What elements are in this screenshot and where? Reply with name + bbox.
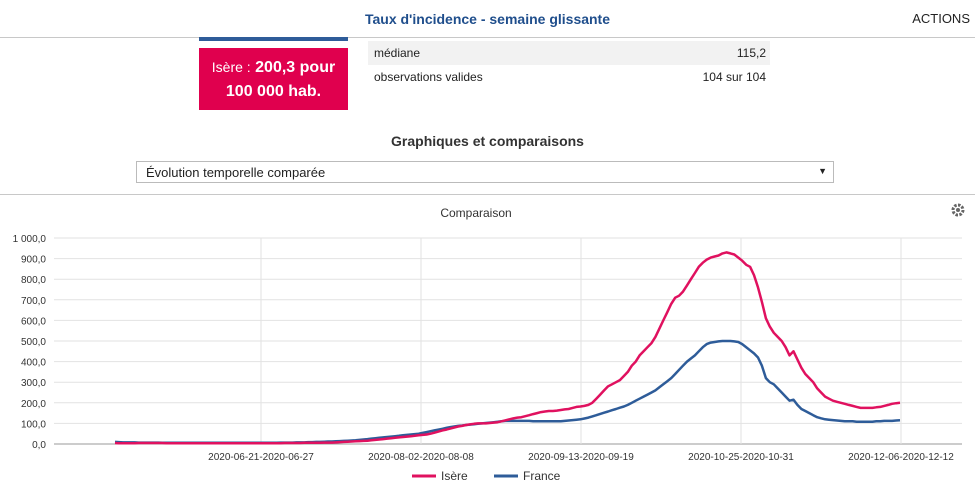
x-tick-label: 2020-10-25-2020-10-31 bbox=[688, 452, 794, 463]
y-axis-ticks: 0,0 100,0 200,0 300,0 400,0 500,0 600,0 700,0 80… bbox=[13, 234, 47, 451]
chart-type-select[interactable]: Évolution temporelle comparée ▼ bbox=[136, 161, 834, 183]
stat-region-label: Isère : bbox=[211, 58, 251, 75]
y-tick-label: 900,0 bbox=[21, 255, 46, 266]
y-tick-label: 600,0 bbox=[21, 316, 46, 327]
stat-box-top-bar bbox=[199, 37, 348, 41]
select-value: Évolution temporelle comparée bbox=[146, 165, 326, 180]
x-tick-label: 2020-06-21-2020-06-27 bbox=[208, 452, 314, 463]
chart-series bbox=[114, 251, 901, 445]
y-tick-label: 400,0 bbox=[21, 358, 46, 369]
stats-row: médiane 115,2 bbox=[368, 41, 770, 65]
y-tick-label: 500,0 bbox=[21, 337, 46, 348]
series-line-isre bbox=[114, 251, 901, 445]
stats-value: 115,2 bbox=[736, 46, 766, 60]
comparison-chart: Comparaison 0,0 100,0 200,0 300,0 400,0 500,0… bbox=[13, 203, 965, 483]
x-tick-label: 2020-08-02-2020-08-08 bbox=[368, 452, 474, 463]
y-tick-label: 800,0 bbox=[21, 275, 46, 286]
stat-box-line1: Isère : 200,3 pour bbox=[199, 55, 348, 80]
y-tick-label: 300,0 bbox=[21, 378, 46, 389]
stats-label: observations valides bbox=[374, 70, 483, 84]
y-tick-label: 700,0 bbox=[21, 296, 46, 307]
y-tick-label: 100,0 bbox=[21, 419, 46, 430]
stats-value: 104 sur 104 bbox=[702, 70, 766, 84]
dropdown-arrow-icon: ▼ bbox=[818, 166, 827, 176]
app-header: Taux d'incidence - semaine glissante ACT… bbox=[0, 0, 975, 38]
x-tick-label: 2020-12-06-2020-12-12 bbox=[848, 452, 954, 463]
stat-value-line2: 100 000 hab. bbox=[225, 82, 322, 100]
stats-table: médiane 115,2 observations valides 104 s… bbox=[368, 41, 770, 89]
x-tick-label: 2020-09-13-2020-09-19 bbox=[528, 452, 634, 463]
stat-value-line1: 200,3 pour bbox=[255, 58, 336, 76]
legend-label[interactable]: France bbox=[523, 469, 561, 483]
stat-box-line2: 100 000 hab. bbox=[199, 80, 348, 104]
x-axis-ticks: 2020-06-21-2020-06-27 2020-08-02-2020-08-… bbox=[208, 452, 954, 463]
stats-row: observations valides 104 sur 104 bbox=[368, 65, 770, 89]
section-title: Graphiques et comparaisons bbox=[391, 133, 584, 149]
chart-legend[interactable]: Isère France bbox=[412, 469, 561, 483]
page-title: Taux d'incidence - semaine glissante bbox=[364, 11, 611, 27]
legend-label[interactable]: Isère bbox=[441, 469, 468, 483]
gear-icon[interactable] bbox=[951, 203, 965, 217]
incidence-stat-box: Isère : 200,3 pour 100 000 hab. bbox=[199, 48, 348, 110]
series-line-france bbox=[114, 339, 901, 445]
y-tick-label: 1 000,0 bbox=[13, 234, 47, 245]
chart-title: Comparaison bbox=[440, 206, 511, 220]
stats-label: médiane bbox=[374, 46, 421, 60]
y-tick-label: 200,0 bbox=[21, 399, 46, 410]
y-tick-label: 0,0 bbox=[32, 440, 46, 451]
actions-button[interactable]: ACTIONS bbox=[912, 11, 970, 26]
section-divider bbox=[0, 194, 975, 195]
chart-grid bbox=[54, 237, 962, 445]
